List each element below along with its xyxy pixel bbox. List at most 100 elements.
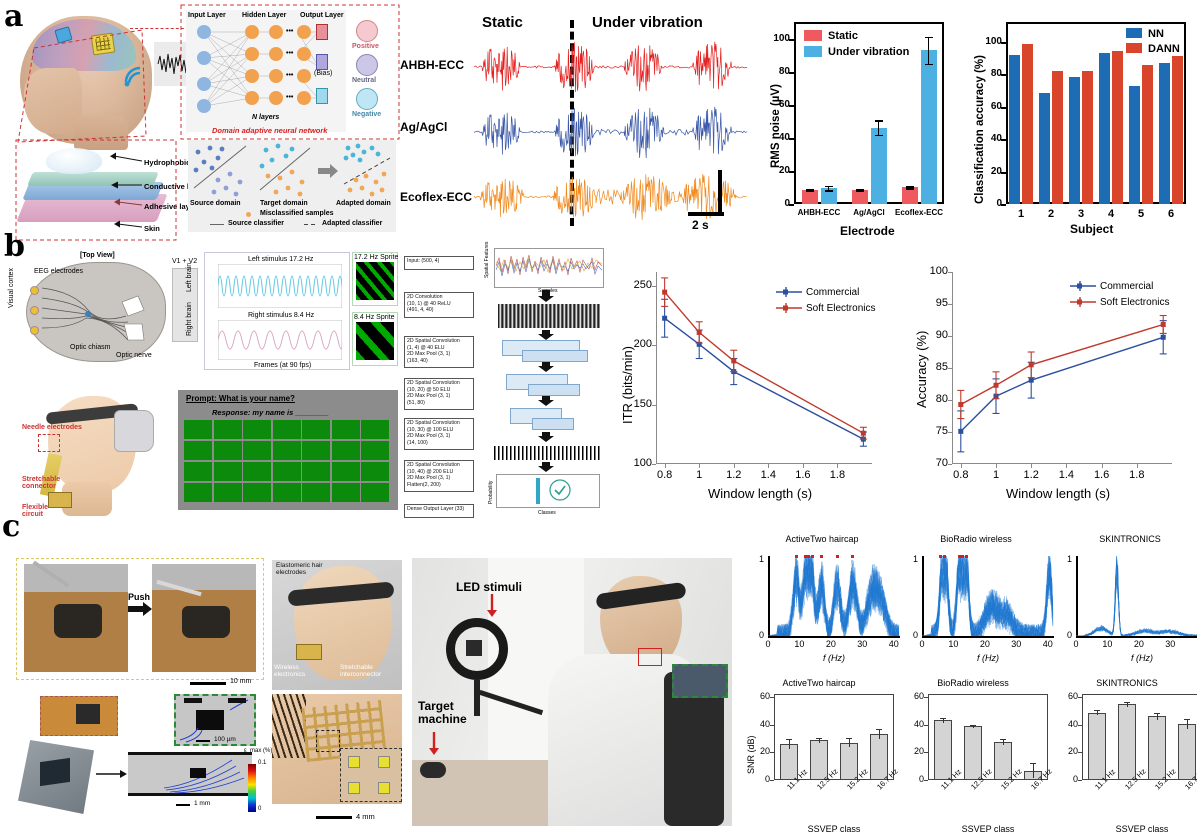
speller-cell[interactable] bbox=[214, 420, 242, 439]
itr-x-axis-label: Window length (s) bbox=[708, 486, 812, 501]
speller-cell[interactable] bbox=[332, 483, 360, 502]
cnn-layer-box: Input: (500, 4) bbox=[404, 256, 474, 270]
line-x-tickmark bbox=[1137, 464, 1138, 468]
rms-y-tick: 80 bbox=[766, 66, 790, 77]
speller-cell[interactable] bbox=[184, 420, 212, 439]
snr-errorbar-cap bbox=[1124, 702, 1130, 703]
speller-cell[interactable] bbox=[243, 420, 271, 439]
rms-bar-vibration bbox=[921, 50, 937, 204]
speller-cell[interactable] bbox=[361, 483, 389, 502]
line-y-tickmark bbox=[948, 464, 952, 465]
acc-x-axis-label: Subject bbox=[1070, 222, 1113, 236]
speller-cell[interactable] bbox=[243, 441, 271, 460]
scalebar-10mm bbox=[190, 682, 226, 685]
classification-accuracy-chart: Classification accuracy (%) Subject 0 20 4… bbox=[962, 8, 1194, 240]
acc-x-tick: 4 bbox=[1099, 208, 1123, 220]
snr-y-tickmark bbox=[1078, 725, 1082, 726]
spectra-y-tick: 1 bbox=[906, 554, 918, 564]
acc-legend-label-nn: NN bbox=[1148, 28, 1164, 40]
legend-source-line bbox=[210, 224, 224, 225]
speller-cell[interactable] bbox=[273, 441, 301, 460]
rms-errorbar-cap bbox=[825, 190, 833, 192]
brain-topview-diagram: [Top View] EEG electrodes Optic chiasm O… bbox=[22, 252, 172, 368]
acc-x-tick: 6 bbox=[1159, 208, 1183, 220]
colorbar-max-label: 0.1 bbox=[258, 760, 266, 766]
speller-cell[interactable] bbox=[184, 483, 212, 502]
cnn-spatial-features-label: Spatial Features bbox=[484, 242, 490, 278]
speller-cell[interactable] bbox=[302, 483, 330, 502]
spectra-y-tick: 1 bbox=[752, 554, 764, 564]
line-x-tickmark bbox=[961, 464, 962, 468]
rms-bar-static bbox=[852, 190, 868, 204]
line-x-tick: 1.6 bbox=[785, 469, 821, 481]
legend-adapted-line bbox=[304, 224, 318, 225]
speller-cell[interactable] bbox=[302, 441, 330, 460]
snr-bar bbox=[964, 726, 983, 780]
spectra-x-tick: 30 bbox=[1160, 639, 1180, 649]
snr-y-tick: 60 bbox=[754, 691, 770, 701]
speller-cell[interactable] bbox=[332, 441, 360, 460]
accw-legend-label-soft: Soft Electronics bbox=[1100, 297, 1169, 308]
speller-cell[interactable] bbox=[184, 441, 212, 460]
eeg-electrode-dot bbox=[30, 306, 39, 315]
speller-cell[interactable] bbox=[243, 462, 271, 481]
rms-y-tickmark bbox=[789, 138, 794, 140]
snr-errorbar bbox=[1187, 719, 1188, 728]
scalp-inset-pad bbox=[378, 756, 390, 768]
speller-cell[interactable] bbox=[214, 441, 242, 460]
needle-electrodes-label: Needle electrodes bbox=[22, 424, 82, 431]
speller-cell[interactable] bbox=[273, 420, 301, 439]
spectra-charts-group: ActiveTwo haircap 0 1 0 10 20 30 40 f (Hz) BioRad… bbox=[744, 534, 1196, 662]
snr-bar bbox=[934, 720, 953, 780]
domain-scatter-svg bbox=[188, 140, 396, 202]
waveform-row-label-agagcl: Ag/AgCl bbox=[400, 120, 447, 134]
speller-cell[interactable] bbox=[273, 462, 301, 481]
target-machine-label: Target machine bbox=[418, 700, 472, 726]
speller-cell[interactable] bbox=[243, 483, 271, 502]
rms-y-tick: 60 bbox=[766, 99, 790, 110]
spectra-x-tick: 10 bbox=[1097, 639, 1117, 649]
snr-errorbar-cap bbox=[970, 725, 976, 726]
snr-title: SKINTRONICS bbox=[1052, 678, 1197, 688]
speller-cell[interactable] bbox=[332, 420, 360, 439]
spectra-x-tick: 20 bbox=[975, 639, 995, 649]
spectra-peak-marker bbox=[811, 555, 814, 558]
speller-cell[interactable] bbox=[273, 483, 301, 502]
speller-cell[interactable] bbox=[361, 462, 389, 481]
line-x-tick: 1 bbox=[681, 469, 717, 481]
spectra-x-tick: 40 bbox=[884, 639, 904, 649]
spectra-x-axis bbox=[768, 636, 900, 638]
acc-y-tick: 40 bbox=[976, 133, 1002, 144]
snr-errorbar-cap bbox=[1094, 710, 1100, 711]
vr-needle-electrodes-patch bbox=[38, 434, 60, 452]
speller-cell[interactable] bbox=[302, 462, 330, 481]
speller-cell[interactable] bbox=[361, 420, 389, 439]
scalp-array-hair bbox=[272, 694, 306, 758]
line-x-tickmark bbox=[1102, 464, 1103, 468]
snr-title: BioRadio wireless bbox=[898, 678, 1048, 688]
snr-y-tick: 0 bbox=[908, 774, 924, 784]
strain-colorbar bbox=[248, 764, 256, 812]
line-x-tickmark bbox=[768, 464, 769, 468]
spectra-traces bbox=[768, 556, 900, 636]
acc-y-tick: 80 bbox=[976, 68, 1002, 79]
speller-cell[interactable] bbox=[302, 420, 330, 439]
rms-y-tick: 100 bbox=[766, 33, 790, 44]
speller-cell[interactable] bbox=[214, 483, 242, 502]
speller-cell[interactable] bbox=[214, 462, 242, 481]
speller-grid bbox=[184, 420, 392, 506]
speller-cell[interactable] bbox=[184, 462, 212, 481]
snr-bar bbox=[1118, 704, 1137, 780]
speller-cell[interactable] bbox=[361, 441, 389, 460]
line-x-tickmark bbox=[734, 464, 735, 468]
snr-y-tick: 40 bbox=[908, 719, 924, 729]
line-y-tick: 100 bbox=[622, 457, 652, 469]
speller-cell[interactable] bbox=[332, 462, 360, 481]
snr-errorbar-cap bbox=[876, 729, 882, 730]
snr-bar bbox=[1178, 724, 1197, 780]
scalebar-100um bbox=[196, 740, 210, 742]
cnn-layer-box: 2D Spatial Convolution (10, 30) @ 100 EL… bbox=[404, 418, 474, 450]
spectra-x-tick: 0 bbox=[758, 639, 778, 649]
line-x-tick: 1.2 bbox=[1013, 469, 1049, 481]
frames-axis-label: Frames (at 90 fps) bbox=[254, 362, 311, 369]
